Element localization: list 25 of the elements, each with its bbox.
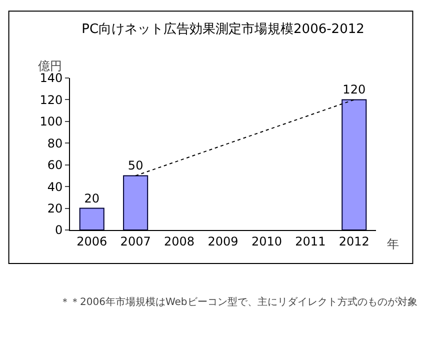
- text: ＊＊2006年市場規模はWebビーコン型で、主にリダイレクト方式のものが対象: [60, 296, 418, 308]
- y-tick-label: 100: [40, 114, 63, 129]
- y-tick-label: 80: [47, 136, 63, 150]
- y-tick-label: 120: [40, 92, 63, 107]
- bar: [79, 208, 104, 230]
- x-axis-title: 年: [387, 237, 399, 251]
- chart-title: PC向けネット広告効果測定市場規模2006-2012: [82, 20, 364, 37]
- x-tick-label: 2011: [295, 234, 326, 248]
- bar: [123, 175, 148, 230]
- y-tick-label: 0: [54, 223, 63, 238]
- x-tick-label: 2006: [76, 234, 108, 248]
- x-tick-label: 2010: [251, 234, 282, 248]
- y-axis-title: 億円: [38, 59, 62, 73]
- y-tick-label: 60: [47, 158, 63, 172]
- x-tick-label: 2012: [338, 234, 370, 248]
- data-label: 50: [128, 158, 144, 173]
- bar: [342, 99, 367, 230]
- y-tick-label: 140: [40, 71, 63, 86]
- y-tick-label: 20: [47, 201, 63, 216]
- data-label: 20: [84, 191, 100, 206]
- x-tick-label: 2007: [120, 234, 151, 248]
- data-label: 120: [342, 82, 366, 97]
- x-tick-label: 2009: [208, 234, 238, 248]
- x-tick-label: 2008: [164, 234, 195, 248]
- y-tick-label: 40: [47, 180, 63, 194]
